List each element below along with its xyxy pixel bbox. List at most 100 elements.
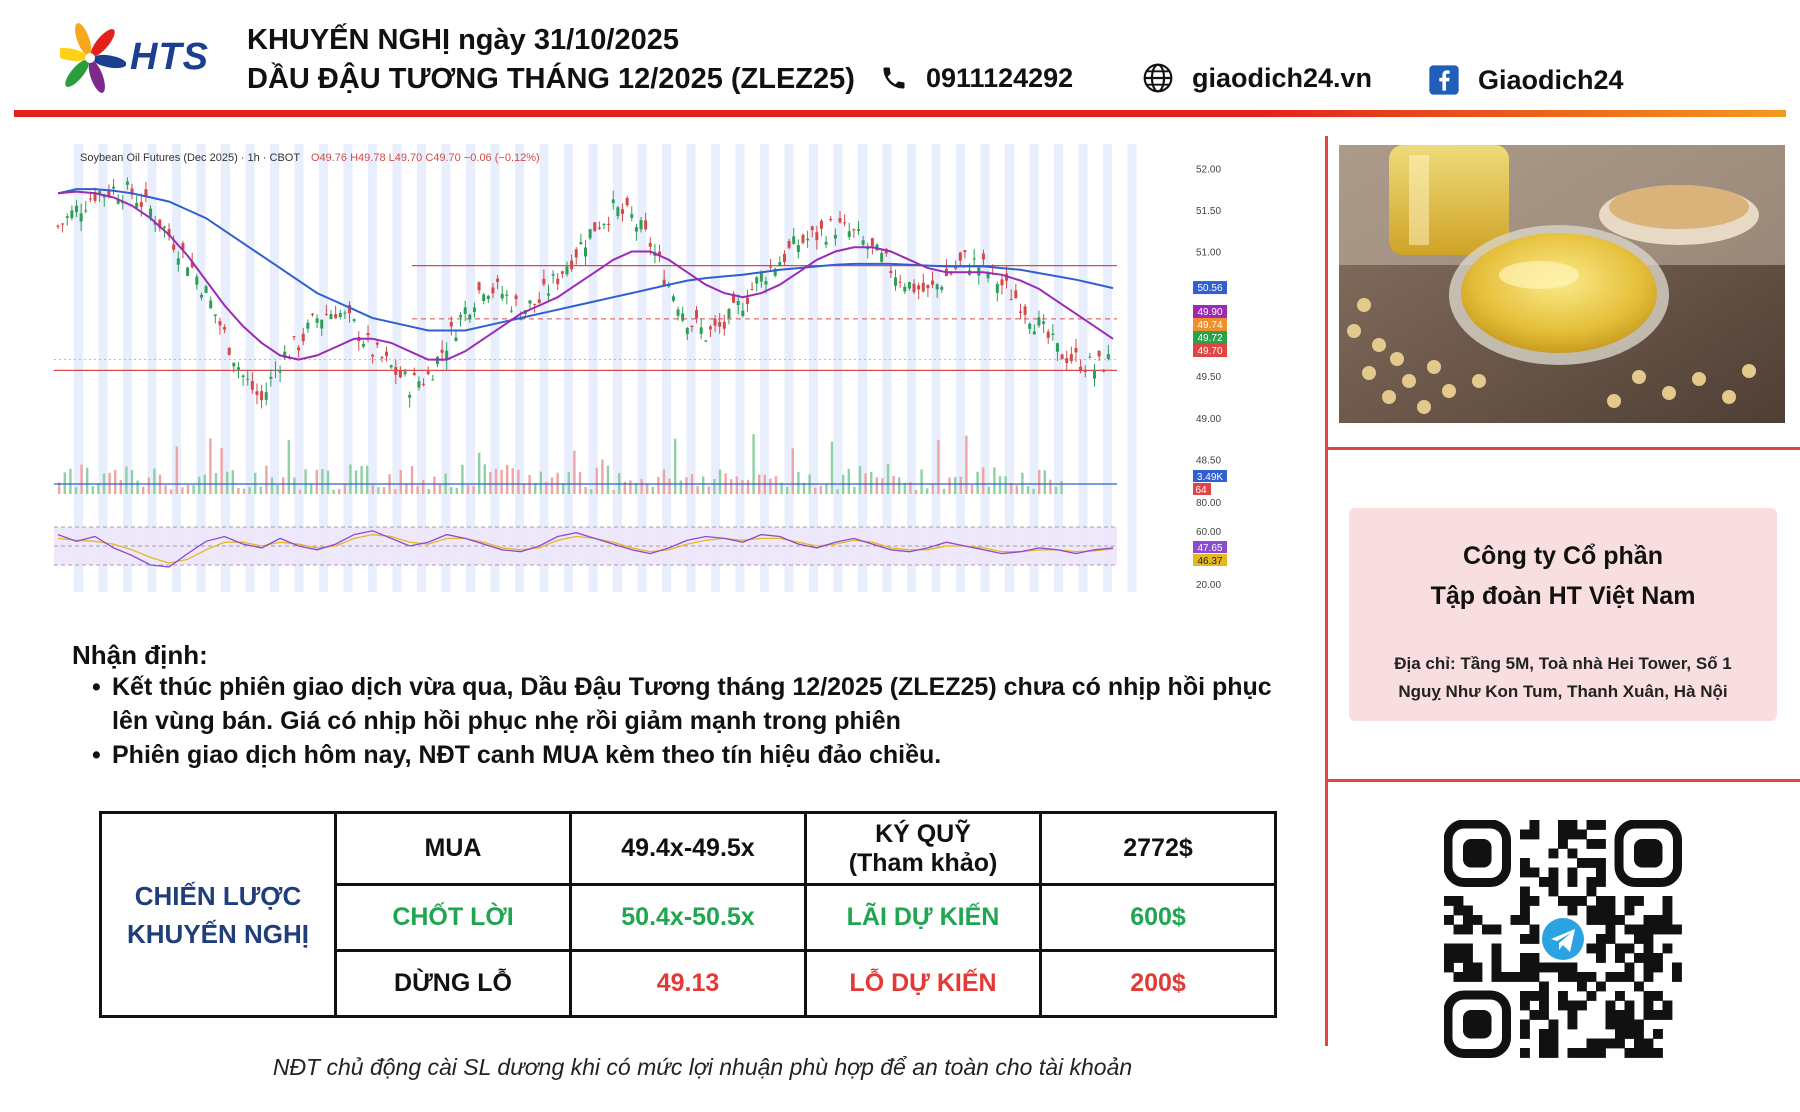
qr-module: [1529, 829, 1540, 840]
candle-body: [704, 340, 708, 342]
qr-module: [1520, 1048, 1530, 1058]
price-badge: [1193, 318, 1227, 331]
candle-body: [1009, 299, 1013, 301]
qr-module: [1624, 1029, 1635, 1039]
soybean-oil-photo: [1339, 145, 1785, 423]
volume-bar: [130, 470, 134, 494]
qr-module: [1529, 867, 1540, 878]
volume-bar: [1054, 486, 1058, 494]
qr-module: [1539, 1048, 1549, 1058]
candle-body: [158, 219, 162, 228]
take-profit-label: CHỐT LỜI: [334, 883, 572, 952]
candle-body: [426, 371, 430, 375]
volume-bar: [427, 489, 430, 494]
candle-body: [343, 312, 347, 314]
take-profit-value: 50.4x-50.5x: [569, 883, 807, 952]
globe-icon: [1143, 63, 1173, 93]
volume-bar: [679, 480, 682, 494]
candle-body: [912, 283, 916, 293]
qr-module: [1558, 991, 1568, 1001]
qr-module: [1586, 877, 1597, 887]
volume-bar: [226, 471, 229, 494]
volume-bar: [556, 472, 559, 494]
candle-body: [847, 231, 851, 238]
volume-bar: [293, 477, 296, 494]
candle-body: [866, 247, 870, 250]
volume-bar: [685, 477, 688, 494]
qr-module: [1653, 915, 1663, 925]
volume-bar: [142, 486, 145, 494]
phone-contact[interactable]: 0911124292: [880, 62, 1073, 94]
session-stripe: [441, 144, 451, 592]
qr-module: [1510, 915, 1521, 925]
qr-module: [1605, 972, 1616, 982]
candle-body: [334, 314, 338, 319]
candle-body: [181, 243, 185, 250]
qr-module: [1491, 972, 1502, 982]
candle-body: [320, 319, 324, 329]
qr-module: [1520, 972, 1530, 982]
margin-label-line2: (Tham khảo): [848, 848, 998, 877]
qr-module: [1548, 867, 1559, 878]
candle-body: [861, 240, 865, 245]
volume-bar: [371, 485, 374, 494]
candle-body: [732, 293, 736, 303]
volume-bar: [170, 489, 173, 494]
volume-bar: [153, 468, 156, 494]
facebook-contact[interactable]: Giaodich24: [1428, 64, 1624, 96]
sma-purple-line: [57, 190, 1114, 361]
qr-module: [1444, 953, 1454, 963]
volume-bar: [478, 452, 481, 494]
session-stripe: [98, 144, 108, 592]
volume-bar: [707, 486, 710, 494]
qr-module: [1529, 962, 1540, 973]
qr-module: [1605, 1038, 1616, 1049]
candle-body: [459, 314, 463, 318]
candle-body: [570, 260, 574, 270]
buy-label: MUA: [334, 811, 572, 886]
expected-loss-label: LỖ DỰ KIẾN: [804, 949, 1042, 1018]
qr-module: [1444, 896, 1454, 906]
session-stripe: [980, 144, 990, 592]
qr-module: [1586, 972, 1597, 982]
candle-body: [625, 198, 629, 206]
qr-module: [1463, 924, 1473, 935]
candle-body: [995, 284, 999, 293]
candle-body: [116, 198, 120, 204]
price-chart-svg: 52.00 51.50 51.00 50.56 49.90 49.74 49.72 49.70…: [54, 144, 1227, 592]
qr-module: [1634, 896, 1644, 906]
volume-bar: [343, 484, 346, 494]
candle-body: [1097, 350, 1101, 357]
candle-body: [385, 351, 389, 357]
candle-body: [310, 313, 314, 316]
website-contact[interactable]: giaodich24.vn: [1142, 62, 1372, 94]
candle-body: [144, 189, 148, 196]
candle-body: [1051, 333, 1055, 335]
candle-body: [153, 222, 157, 225]
volume-bar: [237, 488, 240, 494]
candle-body: [301, 333, 305, 342]
volume-bar: [629, 480, 632, 494]
volume-bar: [377, 487, 380, 494]
qr-module: [1520, 1029, 1530, 1039]
qr-module: [1567, 1019, 1578, 1030]
qr-module: [1615, 915, 1625, 925]
volume-bar: [315, 469, 318, 494]
candle-body: [1083, 370, 1087, 372]
qr-module: [1634, 934, 1644, 944]
qr-module: [1453, 905, 1464, 916]
candle-body: [769, 266, 773, 268]
margin-value: 2772$: [1039, 811, 1277, 886]
session-stripe: [1005, 144, 1014, 592]
volume-bar: [270, 477, 274, 494]
qr-module: [1596, 905, 1606, 916]
session-stripe: [564, 144, 573, 592]
qr-module: [1520, 829, 1530, 840]
telegram-qr-code[interactable]: [1443, 819, 1682, 1058]
volume-bar: [360, 465, 363, 494]
volume-bar: [562, 483, 565, 494]
candle-body: [482, 294, 486, 301]
strategy-label-line1: CHIẾN LƯỢC: [134, 880, 302, 911]
candle-body: [1046, 331, 1050, 338]
candle-body: [125, 181, 129, 185]
